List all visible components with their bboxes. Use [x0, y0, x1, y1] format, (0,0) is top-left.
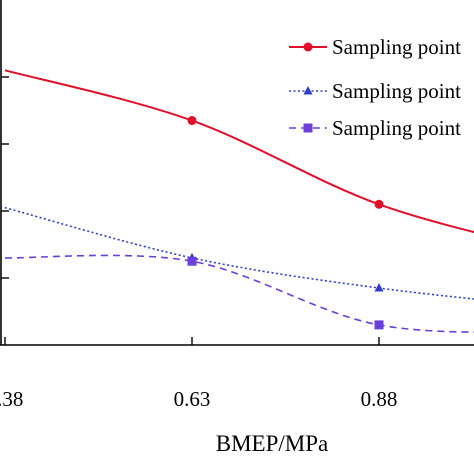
series-2-point-2 — [374, 283, 384, 292]
legend-label-1: Sampling point — [332, 35, 461, 59]
legend: Sampling point Sampling point Sampling poi… — [289, 35, 461, 140]
series-1-point-2 — [374, 199, 384, 209]
series-3-point-2 — [374, 320, 384, 330]
series-3 — [4, 254, 474, 333]
x-tick-label-0: 0.38 — [0, 387, 23, 411]
series-1-point-1 — [187, 116, 197, 126]
legend-entry-3: Sampling point — [289, 116, 461, 140]
series-line-3 — [4, 254, 474, 333]
legend-label-2: Sampling point — [332, 79, 461, 103]
series-1 — [4, 69, 474, 234]
axis-layer — [0, 0, 474, 346]
series-layer — [4, 69, 474, 333]
tick-layer: 0.38 0.63 0.88 — [0, 76, 398, 411]
x-axis-title: BMEP/MPa — [216, 431, 328, 456]
x-tick-label-2: 0.88 — [361, 387, 398, 411]
legend-marker-3 — [303, 123, 313, 133]
legend-marker-2 — [303, 86, 313, 95]
legend-label-3: Sampling point — [332, 116, 461, 140]
series-line-2 — [4, 206, 474, 300]
x-tick-label-1: 0.63 — [174, 387, 211, 411]
series-3-point-1 — [187, 256, 197, 266]
legend-entry-1: Sampling point — [289, 35, 461, 59]
legend-marker-1 — [303, 42, 313, 52]
series-line-1 — [4, 69, 474, 234]
legend-entry-2: Sampling point — [289, 79, 461, 103]
